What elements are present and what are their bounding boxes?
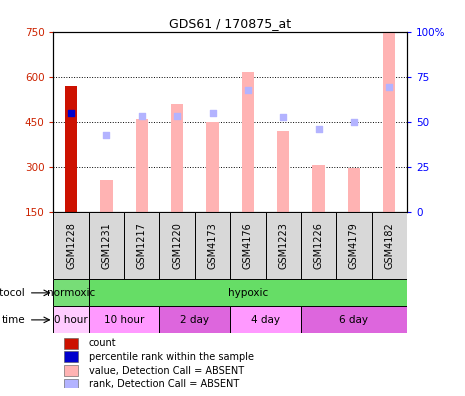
Text: normoxic: normoxic xyxy=(47,288,95,298)
Text: 10 hour: 10 hour xyxy=(104,315,144,325)
Bar xyxy=(266,212,301,279)
Bar xyxy=(64,365,78,376)
Bar xyxy=(230,307,301,333)
Text: GSM1220: GSM1220 xyxy=(172,222,182,269)
Bar xyxy=(348,168,360,212)
Bar xyxy=(89,212,124,279)
Text: protocol: protocol xyxy=(0,288,25,298)
Text: value, Detection Call = ABSENT: value, Detection Call = ABSENT xyxy=(89,366,244,375)
Text: time: time xyxy=(1,315,25,325)
Bar xyxy=(383,33,395,212)
Point xyxy=(138,112,146,119)
Title: GDS61 / 170875_at: GDS61 / 170875_at xyxy=(169,17,291,30)
Text: count: count xyxy=(89,338,116,348)
Bar xyxy=(53,279,89,307)
Bar xyxy=(136,119,148,212)
Bar xyxy=(230,212,266,279)
Bar xyxy=(372,212,407,279)
Bar xyxy=(159,212,195,279)
Bar xyxy=(64,351,78,362)
Point xyxy=(279,114,287,120)
Text: GSM1223: GSM1223 xyxy=(278,222,288,269)
Bar xyxy=(312,165,325,212)
Text: GSM4179: GSM4179 xyxy=(349,222,359,269)
Bar xyxy=(53,212,89,279)
Bar xyxy=(89,307,159,333)
Text: GSM1217: GSM1217 xyxy=(137,222,147,269)
Text: hypoxic: hypoxic xyxy=(228,288,268,298)
Point xyxy=(244,87,252,93)
Text: GSM4176: GSM4176 xyxy=(243,222,253,269)
Text: rank, Detection Call = ABSENT: rank, Detection Call = ABSENT xyxy=(89,379,239,389)
Bar xyxy=(301,212,336,279)
Bar xyxy=(195,212,230,279)
Bar xyxy=(242,72,254,212)
Bar xyxy=(64,379,78,390)
Point xyxy=(315,126,322,132)
Bar xyxy=(336,212,372,279)
Bar xyxy=(124,212,159,279)
Bar xyxy=(301,307,407,333)
Bar xyxy=(65,86,77,212)
Bar xyxy=(277,131,289,212)
Text: GSM1228: GSM1228 xyxy=(66,222,76,269)
Text: GSM1226: GSM1226 xyxy=(313,222,324,269)
Point xyxy=(103,132,110,139)
Point xyxy=(67,110,75,116)
Point xyxy=(350,118,358,125)
Text: GSM4182: GSM4182 xyxy=(384,222,394,269)
Text: 2 day: 2 day xyxy=(180,315,209,325)
Point xyxy=(209,110,216,116)
Text: 4 day: 4 day xyxy=(251,315,280,325)
Bar xyxy=(171,104,183,212)
Bar xyxy=(64,338,78,349)
Text: 0 hour: 0 hour xyxy=(54,315,88,325)
Text: GSM4173: GSM4173 xyxy=(207,222,218,269)
Text: 6 day: 6 day xyxy=(339,315,368,325)
Text: percentile rank within the sample: percentile rank within the sample xyxy=(89,352,254,362)
Bar xyxy=(206,122,219,212)
Point xyxy=(385,84,393,90)
Point xyxy=(173,112,181,119)
Text: GSM1231: GSM1231 xyxy=(101,222,112,269)
Bar xyxy=(53,307,89,333)
Bar xyxy=(159,307,230,333)
Bar xyxy=(100,180,113,212)
